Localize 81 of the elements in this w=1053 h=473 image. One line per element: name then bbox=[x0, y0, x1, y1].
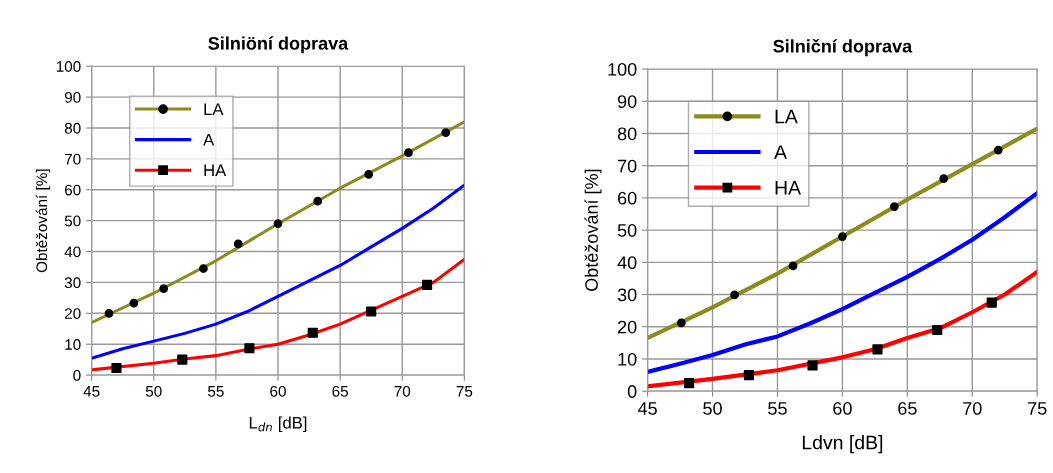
x-tick-label: 65 bbox=[898, 402, 917, 415]
x-tick-label: 65 bbox=[332, 385, 348, 397]
x-tick-label: 45 bbox=[83, 386, 100, 397]
y-tick-label: 100 bbox=[56, 61, 81, 72]
y-axis-title: Obtěžování [%] bbox=[584, 169, 602, 291]
point bbox=[199, 264, 208, 273]
chart-title: Silniční doprava bbox=[773, 38, 913, 57]
y-tick-label: 80 bbox=[617, 127, 637, 141]
point bbox=[986, 297, 997, 308]
x-tick-label: 70 bbox=[963, 402, 982, 415]
line-series bbox=[91, 183, 465, 360]
point bbox=[743, 369, 754, 381]
point bbox=[807, 360, 818, 371]
y-tick-label: 70 bbox=[64, 153, 81, 165]
legend-label: LA bbox=[775, 109, 798, 124]
y-tick-label: 10 bbox=[618, 352, 637, 366]
y-tick-label: 40 bbox=[64, 246, 81, 258]
point bbox=[244, 343, 255, 354]
x-tick-label: 70 bbox=[394, 385, 411, 397]
point bbox=[932, 324, 943, 336]
x-tick-label: 60 bbox=[833, 402, 852, 415]
x-tick-label: 50 bbox=[145, 385, 162, 397]
point bbox=[838, 232, 847, 241]
line-series bbox=[91, 120, 465, 325]
y-tick-label: 90 bbox=[617, 95, 637, 108]
x-tick-label: 55 bbox=[207, 386, 224, 397]
y-tick-label: 40 bbox=[617, 256, 637, 270]
legend-label: A bbox=[774, 145, 787, 159]
y-tick-label: 50 bbox=[617, 224, 637, 237]
legend-label: LA bbox=[204, 103, 224, 115]
x-tick-label: 60 bbox=[270, 385, 286, 397]
y-tick-label: 60 bbox=[64, 184, 81, 196]
line-series bbox=[647, 126, 1038, 341]
point bbox=[730, 290, 739, 300]
y-tick-label: 30 bbox=[64, 277, 81, 289]
x-tick-label: 50 bbox=[703, 402, 722, 415]
line-series bbox=[91, 257, 465, 372]
y-tick-label: 70 bbox=[618, 159, 637, 173]
y-tick-label: 90 bbox=[64, 91, 81, 103]
x-tick-label: 75 bbox=[456, 386, 473, 397]
point bbox=[159, 284, 169, 293]
point bbox=[684, 378, 695, 389]
x-axis-title: L$_{dn}$ [dB] bbox=[249, 416, 307, 432]
point bbox=[422, 279, 433, 290]
y-tick-label: 0 bbox=[627, 385, 637, 398]
y-tick-label: 20 bbox=[64, 308, 81, 319]
point bbox=[889, 202, 899, 211]
point bbox=[366, 306, 377, 317]
point bbox=[676, 318, 686, 328]
x-tick-label: 55 bbox=[768, 402, 787, 415]
y-axis-title: Obtěžování [%] bbox=[35, 169, 51, 273]
point bbox=[364, 169, 374, 179]
point bbox=[313, 196, 323, 206]
point bbox=[872, 344, 883, 355]
y-tick-label: 10 bbox=[65, 339, 81, 350]
legend-label: HA bbox=[204, 164, 227, 176]
point bbox=[993, 145, 1003, 155]
y-tick-label: 0 bbox=[73, 369, 81, 381]
point bbox=[233, 239, 243, 249]
y-tick-label: 100 bbox=[608, 62, 637, 76]
point bbox=[404, 148, 413, 158]
x-tick-label: 45 bbox=[637, 402, 657, 415]
point bbox=[307, 327, 318, 338]
point bbox=[441, 128, 451, 137]
point bbox=[273, 219, 283, 229]
point bbox=[129, 298, 139, 308]
x-axis-title: Ldvn [dB] bbox=[802, 435, 883, 454]
y-tick-label: 50 bbox=[64, 215, 81, 227]
y-tick-label: 20 bbox=[618, 320, 637, 334]
y-tick-label: 30 bbox=[617, 288, 637, 302]
point bbox=[939, 174, 949, 183]
x-tick-label: 75 bbox=[1028, 402, 1047, 415]
y-tick-label: 80 bbox=[64, 122, 81, 134]
point bbox=[177, 354, 188, 365]
point bbox=[104, 308, 114, 318]
chart-title: Silniöní doprava bbox=[208, 36, 349, 54]
point bbox=[788, 261, 798, 271]
legend-label: HA bbox=[775, 181, 802, 195]
legend-label: A bbox=[203, 133, 215, 146]
y-tick-label: 60 bbox=[618, 191, 637, 205]
point bbox=[111, 362, 122, 374]
